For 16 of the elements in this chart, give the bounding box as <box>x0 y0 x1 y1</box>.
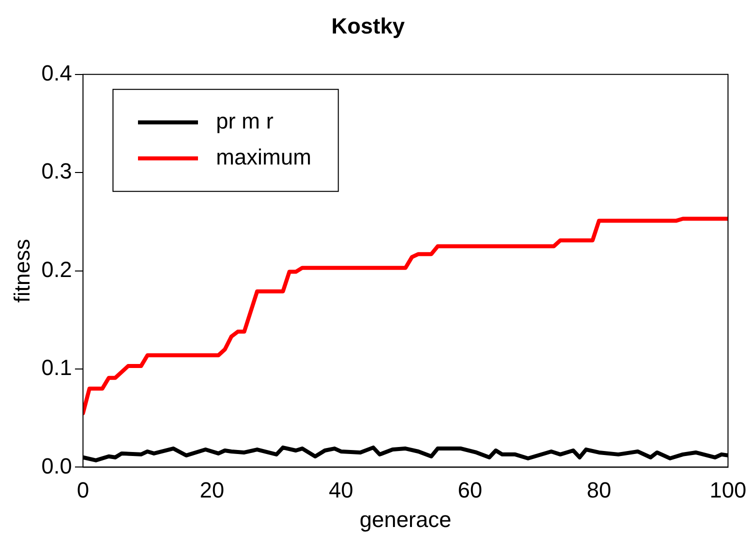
y-tick-label: 0.4 <box>41 60 72 86</box>
y-tick-label: 0.3 <box>41 158 72 184</box>
legend-label: pr m r <box>216 108 274 134</box>
y-tick-label: 0.2 <box>41 256 72 282</box>
x-tick-label: 60 <box>458 477 482 502</box>
x-tick-label: 80 <box>586 477 612 502</box>
x-tick-label: 40 <box>328 477 354 502</box>
legend-label: maximum <box>216 144 312 170</box>
y-tick-label: 0.0 <box>41 453 72 478</box>
chart-title: Kostky <box>331 13 406 38</box>
y-axis-title: fitness <box>9 239 34 303</box>
x-axis-title: generace <box>360 506 452 532</box>
x-tick-label: 100 <box>710 477 746 502</box>
y-tick-label: 0.1 <box>41 355 72 380</box>
x-tick-label: 0 <box>76 477 90 502</box>
x-tick-label: 20 <box>200 477 224 502</box>
